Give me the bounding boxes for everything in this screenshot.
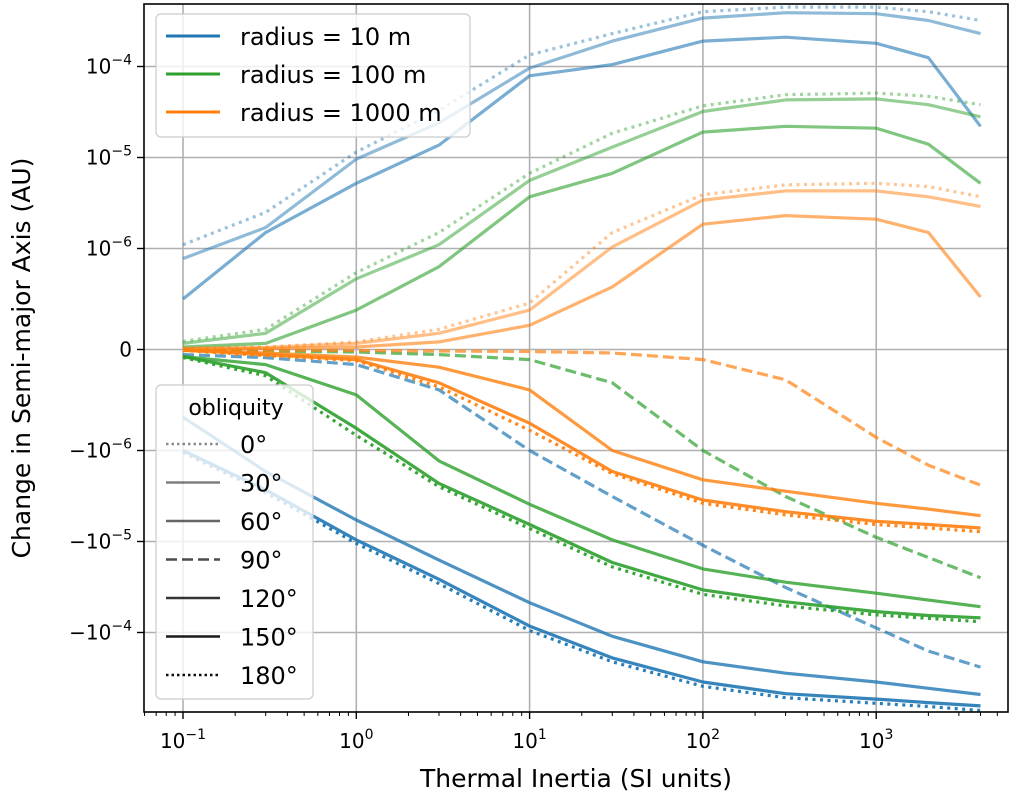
curve-10m-obliquity-0 bbox=[182, 5, 981, 247]
y-tick-label: 10−6 bbox=[86, 235, 132, 261]
curve-100m-obliquity-90 bbox=[182, 348, 982, 580]
legend-obliquity-label: 90° bbox=[240, 547, 283, 575]
curve-10m-obliquity-150 bbox=[182, 449, 981, 708]
legend-obliquity-box bbox=[155, 384, 314, 700]
curves bbox=[181, 5, 982, 713]
plot-frame bbox=[143, 3, 1009, 713]
curve-10m-obliquity-30 bbox=[182, 11, 981, 261]
legend-obliquity-label: 180° bbox=[240, 662, 298, 690]
y-tick-label: −10−6 bbox=[69, 437, 132, 463]
legend-obliquity-label: 30° bbox=[240, 470, 283, 498]
x-tick-label: 103 bbox=[859, 727, 893, 753]
legend-obliquity: obliquity 0° 30° 60° 90° 120° 150° 180° bbox=[155, 384, 314, 700]
curve-100m-obliquity-150 bbox=[182, 355, 981, 620]
x-axis-label: Thermal Inertia (SI units) bbox=[419, 764, 732, 793]
curve-1000m-obliquity-60 bbox=[182, 214, 982, 351]
legend-obliquity-title: obliquity bbox=[188, 396, 283, 421]
curve-1000m-obliquity-0 bbox=[182, 181, 981, 350]
y-tick-label: −10−5 bbox=[69, 528, 132, 554]
x-tick-label: 101 bbox=[512, 727, 546, 753]
curve-10m-obliquity-120 bbox=[182, 415, 981, 697]
x-tick-label: 10−1 bbox=[160, 727, 206, 753]
y-tick-label: 10−4 bbox=[86, 53, 132, 79]
x-tick-label: 100 bbox=[339, 727, 373, 753]
legend-radius-label: radius = 10 m bbox=[240, 23, 411, 51]
y-axis-label: Change in Semi-major Axis (AU) bbox=[7, 158, 36, 559]
curve-100m-obliquity-120 bbox=[182, 355, 981, 609]
legend-obliquity-label: 0° bbox=[240, 431, 267, 459]
curve-1000m-obliquity-120 bbox=[182, 348, 981, 518]
curve-100m-obliquity-30 bbox=[182, 97, 981, 345]
y-tick-label: 10−5 bbox=[86, 144, 132, 170]
curve-100m-obliquity-180 bbox=[182, 356, 981, 624]
x-axis-ticks: 10−1 100 101 102 103 bbox=[144, 712, 998, 753]
y-axis-ticks: 10−4 10−5 10−6 0 −10−6 −10−5 −10−4 bbox=[69, 53, 144, 645]
y-tick-label: −10−4 bbox=[69, 619, 132, 645]
curve-1000m-obliquity-180 bbox=[182, 348, 981, 534]
curve-10m-obliquity-90 bbox=[182, 353, 981, 669]
x-tick-label: 102 bbox=[686, 727, 720, 753]
curve-1000m-obliquity-30 bbox=[182, 189, 981, 351]
curve-100m-obliquity-60 bbox=[182, 124, 982, 349]
y-tick-label: 0 bbox=[119, 338, 132, 362]
legend-radius-label: radius = 100 m bbox=[240, 61, 426, 89]
legend-radius-label: radius = 1000 m bbox=[240, 99, 442, 127]
curve-100m-obliquity-0 bbox=[182, 91, 981, 343]
legend-obliquity-label: 120° bbox=[240, 585, 298, 613]
legend-obliquity-label: 60° bbox=[240, 508, 283, 536]
curve-10m-obliquity-60 bbox=[181, 35, 982, 301]
legend-radius: radius = 10 m radius = 100 m radius = 1000… bbox=[155, 13, 471, 138]
legend-radius-box bbox=[155, 13, 471, 138]
legend-obliquity-label: 150° bbox=[240, 624, 298, 652]
